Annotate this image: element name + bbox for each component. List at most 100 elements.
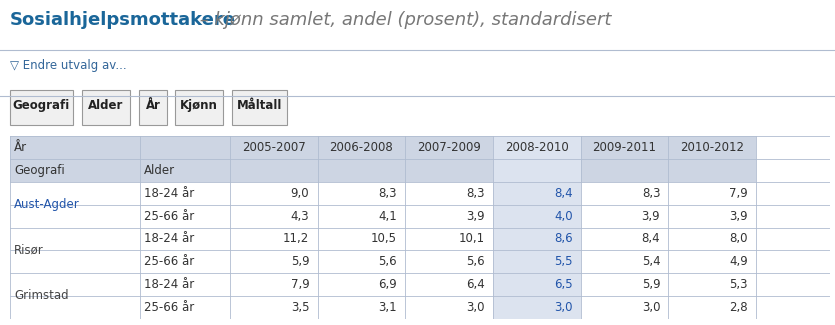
Text: 3,0: 3,0 [554, 301, 573, 314]
Text: Geografi: Geografi [14, 164, 65, 177]
Bar [405, 205, 493, 228]
Bar [669, 273, 757, 296]
Bar [405, 273, 493, 296]
Bar [580, 205, 669, 228]
Text: 18-24 år: 18-24 år [144, 187, 194, 200]
Bar [139, 136, 230, 159]
Text: 4,3: 4,3 [291, 210, 309, 223]
Text: 4,1: 4,1 [378, 210, 397, 223]
Bar [10, 205, 139, 228]
Text: 5,6: 5,6 [466, 255, 485, 268]
Bar [405, 136, 493, 159]
Bar [230, 205, 317, 228]
Bar [669, 205, 757, 228]
Text: ▽ Endre utvalg av...: ▽ Endre utvalg av... [10, 58, 127, 72]
Text: 2008-2010: 2008-2010 [505, 141, 569, 154]
Bar [669, 182, 757, 205]
Text: Geografi: Geografi [13, 99, 70, 112]
Text: 10,5: 10,5 [371, 232, 397, 245]
Bar [10, 159, 139, 182]
Bar [493, 136, 580, 159]
Bar [317, 273, 405, 296]
Bar [669, 136, 757, 159]
Bar [10, 90, 73, 124]
Text: Risør: Risør [14, 244, 44, 257]
Bar [317, 205, 405, 228]
Text: 2010-2012: 2010-2012 [681, 141, 744, 154]
Bar [10, 136, 139, 159]
Text: 6,9: 6,9 [378, 278, 397, 291]
Bar [230, 182, 317, 205]
Bar [139, 250, 230, 273]
Text: Alder: Alder [144, 164, 175, 177]
Text: 5,6: 5,6 [378, 255, 397, 268]
Bar [405, 159, 493, 182]
Text: 10,1: 10,1 [458, 232, 485, 245]
Bar [230, 136, 317, 159]
Bar [493, 250, 580, 273]
Bar [230, 250, 317, 273]
Bar [493, 159, 580, 182]
Text: 4,0: 4,0 [554, 210, 573, 223]
Text: 7,9: 7,9 [291, 278, 309, 291]
Bar [317, 250, 405, 273]
Text: 25-66 år: 25-66 år [144, 255, 194, 268]
Bar [580, 136, 669, 159]
Text: 11,2: 11,2 [283, 232, 309, 245]
Bar [669, 159, 757, 182]
Bar [10, 273, 139, 296]
Text: 8,0: 8,0 [730, 232, 748, 245]
Bar [232, 90, 287, 124]
Text: 8,4: 8,4 [641, 232, 660, 245]
Text: År: År [14, 141, 28, 154]
Text: 2006-2008: 2006-2008 [330, 141, 393, 154]
Bar [139, 273, 230, 296]
Text: – kjønn samlet, andel (prosent), standardisert: – kjønn samlet, andel (prosent), standar… [194, 11, 611, 29]
Bar [139, 296, 230, 318]
Bar [405, 250, 493, 273]
Bar [669, 227, 757, 250]
Bar [580, 159, 669, 182]
Bar [580, 182, 669, 205]
Bar [139, 182, 230, 205]
Text: 9,0: 9,0 [291, 187, 309, 200]
Text: 5,4: 5,4 [641, 255, 660, 268]
Bar [669, 296, 757, 318]
Bar [139, 90, 167, 124]
Bar [10, 296, 139, 318]
Text: 2,8: 2,8 [729, 301, 748, 314]
Bar [493, 182, 580, 205]
Text: 18-24 år: 18-24 år [144, 278, 194, 291]
Bar [139, 159, 230, 182]
Bar [175, 90, 223, 124]
Text: Kjønn: Kjønn [180, 99, 218, 112]
Bar [669, 250, 757, 273]
Bar [493, 227, 580, 250]
Bar [405, 182, 493, 205]
Text: 5,5: 5,5 [554, 255, 573, 268]
Text: 3,1: 3,1 [378, 301, 397, 314]
Text: 3,9: 3,9 [641, 210, 660, 223]
Text: 2005-2007: 2005-2007 [242, 141, 306, 154]
Bar [405, 296, 493, 318]
Bar [139, 227, 230, 250]
Text: År: År [146, 99, 160, 112]
Text: 25-66 år: 25-66 år [144, 301, 194, 314]
Bar [10, 250, 139, 273]
Text: 3,9: 3,9 [466, 210, 485, 223]
Text: Aust-Agder: Aust-Agder [14, 198, 80, 211]
Bar [230, 159, 317, 182]
Text: 5,3: 5,3 [730, 278, 748, 291]
Text: Måltall: Måltall [237, 99, 282, 112]
Text: 3,0: 3,0 [466, 301, 485, 314]
Bar [317, 182, 405, 205]
Text: 4,9: 4,9 [729, 255, 748, 268]
Text: 25-66 år: 25-66 år [144, 210, 194, 223]
Text: 8,3: 8,3 [466, 187, 485, 200]
Bar [317, 159, 405, 182]
Text: 8,3: 8,3 [378, 187, 397, 200]
Bar [230, 273, 317, 296]
Bar [139, 205, 230, 228]
Bar [10, 182, 139, 205]
Text: 6,4: 6,4 [466, 278, 485, 291]
